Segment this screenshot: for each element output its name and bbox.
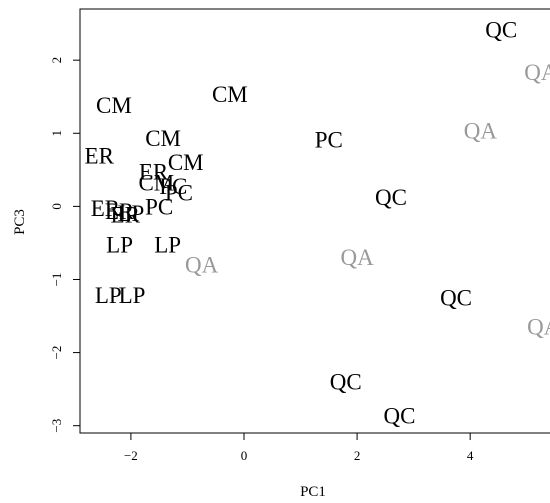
point-label: CM: [168, 150, 204, 175]
point-label: PC: [315, 127, 343, 152]
point-label: PC: [165, 181, 193, 206]
x-tick-label: 0: [241, 448, 248, 463]
x-tick-label: 2: [354, 448, 361, 463]
point-label: PC: [159, 174, 187, 199]
point-label: QC: [375, 185, 407, 210]
point-label: CM: [96, 93, 132, 118]
point-label: QA: [185, 252, 219, 277]
y-tick-label: 0: [49, 203, 64, 210]
point-label: QC: [440, 285, 472, 310]
point-label: PC: [145, 195, 173, 220]
point-label: ER: [91, 196, 121, 221]
point-label: LP: [119, 283, 146, 308]
point-label: QA: [527, 315, 550, 340]
plot-frame: [79, 8, 550, 434]
point-label: ER: [85, 143, 115, 168]
point-label: QC: [330, 369, 362, 394]
point-label: QC: [485, 18, 517, 43]
point-label: LP: [95, 283, 122, 308]
y-tick-label: 2: [49, 57, 64, 64]
point-label: ER: [105, 199, 135, 224]
point-label: ER: [139, 160, 169, 185]
point-label: CM: [145, 126, 181, 151]
y-tick-label: 1: [49, 130, 64, 137]
point-label: LP: [154, 233, 181, 258]
axes-layer: −2 0 2 4 −3 −2 −1 0 1 2: [49, 57, 474, 463]
point-label: LP: [117, 201, 144, 226]
point-label: QC: [384, 404, 416, 429]
y-tick-label: −3: [49, 419, 64, 433]
point-label: CM: [212, 82, 248, 107]
y-tick-label: −1: [49, 273, 64, 287]
point-label: ER: [111, 203, 141, 228]
x-tick-label: −2: [124, 448, 138, 463]
point-label: QA: [340, 245, 374, 270]
point-label: QA: [464, 119, 498, 144]
plot-border: [79, 8, 550, 434]
y-axis-label: PC3: [12, 209, 28, 235]
point-label: CM: [138, 170, 174, 195]
point-label: QA: [524, 60, 550, 85]
x-axis-label: PC1: [300, 484, 326, 500]
y-tick-label: −2: [49, 346, 64, 360]
point-label: LP: [106, 233, 133, 258]
x-tick-label: 4: [467, 448, 474, 463]
